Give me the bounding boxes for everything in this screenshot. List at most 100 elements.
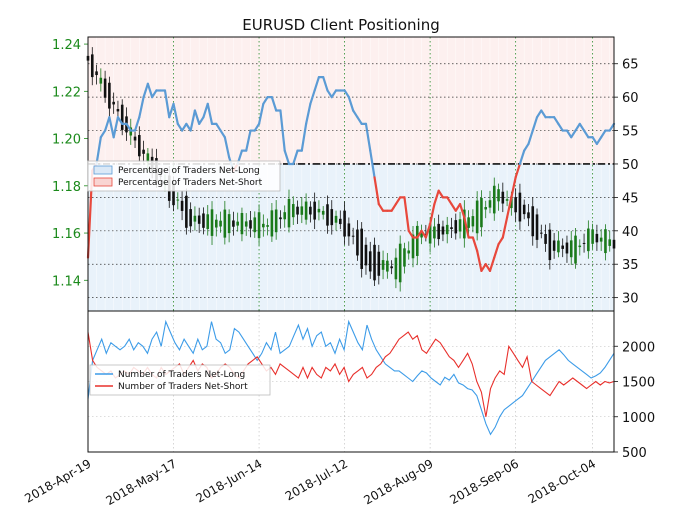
sentiment-segment <box>116 116 124 125</box>
candle-body <box>488 200 492 208</box>
candle-body <box>595 233 599 243</box>
candle-body <box>343 210 346 237</box>
candle-body <box>497 189 500 202</box>
candle-body <box>189 209 192 227</box>
candle-body <box>351 235 355 237</box>
candle-body <box>492 185 496 214</box>
candle-body <box>433 226 436 239</box>
sentiment-segment <box>553 116 560 125</box>
sentiment-segment <box>557 122 564 132</box>
candle-body <box>283 212 287 220</box>
sentiment-segment <box>262 96 269 105</box>
right-tick-label: 30 <box>622 292 639 307</box>
candle-body <box>270 210 274 237</box>
sentiment-segment <box>458 202 466 219</box>
right-tick-label: 45 <box>622 191 639 206</box>
candle-body <box>309 206 312 215</box>
candle-body <box>501 191 505 204</box>
candle-body <box>582 242 586 244</box>
count-net-long-line <box>87 319 615 436</box>
candle-body <box>540 232 543 234</box>
candle-body <box>262 223 265 228</box>
candle-body <box>210 209 214 236</box>
legend-label-count-long: Number of Traders Net-Long <box>118 370 245 380</box>
sentiment-segment <box>377 202 385 212</box>
candle-body <box>279 217 282 220</box>
sentiment-segment <box>433 189 440 206</box>
candle-body <box>193 215 197 222</box>
candle-body <box>557 240 560 253</box>
left-tick-label: 1.22 <box>52 85 81 100</box>
candle-body <box>471 216 475 227</box>
sentiment-segment <box>202 102 209 119</box>
right-tick-label: 55 <box>622 125 639 140</box>
left-tick-label: 1.18 <box>52 180 81 195</box>
candle-body <box>604 229 607 254</box>
sentiment-segment <box>582 129 590 139</box>
candle-body <box>300 206 304 215</box>
sentiment-segment <box>125 122 132 132</box>
sentiment-segment <box>531 116 539 132</box>
sentiment-segment <box>591 136 598 146</box>
candle-body <box>561 245 564 249</box>
sentiment-segment <box>373 176 380 206</box>
x-tick-label: 2018-Oct-04 <box>526 456 598 506</box>
sentiment-segment <box>99 129 107 139</box>
sentiment-segment <box>407 229 415 239</box>
candle-body <box>202 213 205 228</box>
legend-swatch-net-long <box>93 165 113 175</box>
sentiment-segment <box>245 129 252 152</box>
sentiment-segment <box>390 202 398 212</box>
candle-body <box>475 200 479 234</box>
candle-body <box>377 251 381 276</box>
candle-body <box>587 228 590 252</box>
candle-body <box>287 198 291 228</box>
candle-body <box>535 214 539 240</box>
sentiment-segment <box>523 142 530 152</box>
sentiment-segment <box>565 129 573 139</box>
candle-body <box>116 109 120 112</box>
candle-body <box>480 197 483 228</box>
candle-body <box>574 235 577 264</box>
sentiment-segment <box>535 109 543 119</box>
candle-body <box>527 212 530 219</box>
sentiment-segment <box>108 116 115 139</box>
candle-body <box>90 54 94 78</box>
right-tick-label: 50 <box>622 158 639 173</box>
candle-body <box>548 229 552 261</box>
candle-body <box>304 201 308 220</box>
candle-body <box>266 225 269 227</box>
sentiment-segment <box>416 229 423 239</box>
sentiment-segment <box>292 149 299 166</box>
candle-body <box>505 199 509 201</box>
sentiment-segment <box>270 96 278 112</box>
sentiment-segment <box>309 89 316 105</box>
sentiment-segment <box>364 122 372 152</box>
candle-body <box>274 209 278 233</box>
candle-body <box>552 240 556 251</box>
candle-body <box>522 204 526 215</box>
sentiment-segment <box>104 116 111 132</box>
sentiment-segment <box>463 216 470 239</box>
legend-label-net-short: Percentage of Traders Net-Short <box>118 178 263 188</box>
candle-body <box>544 234 547 244</box>
left-tick-label: 1.20 <box>52 133 81 148</box>
sentiment-segment <box>540 109 547 119</box>
candle-body <box>321 210 325 215</box>
sentiment-segment <box>215 122 222 132</box>
candle-body <box>249 220 252 229</box>
candle-body <box>138 135 141 157</box>
sentiment-segment <box>403 196 410 232</box>
legend-swatch-net-short <box>93 177 113 187</box>
sentiment-segment <box>347 96 355 112</box>
candle-body <box>120 104 124 130</box>
sentiment-segment <box>300 122 308 152</box>
sentiment-segment <box>446 196 453 206</box>
candle-body <box>364 244 368 266</box>
right-tick-label: 1000 <box>622 411 655 426</box>
sentiment-segment <box>189 109 197 132</box>
candle-body <box>219 220 222 227</box>
sentiment-segment <box>313 75 321 92</box>
left-tick-label: 1.14 <box>52 274 81 289</box>
